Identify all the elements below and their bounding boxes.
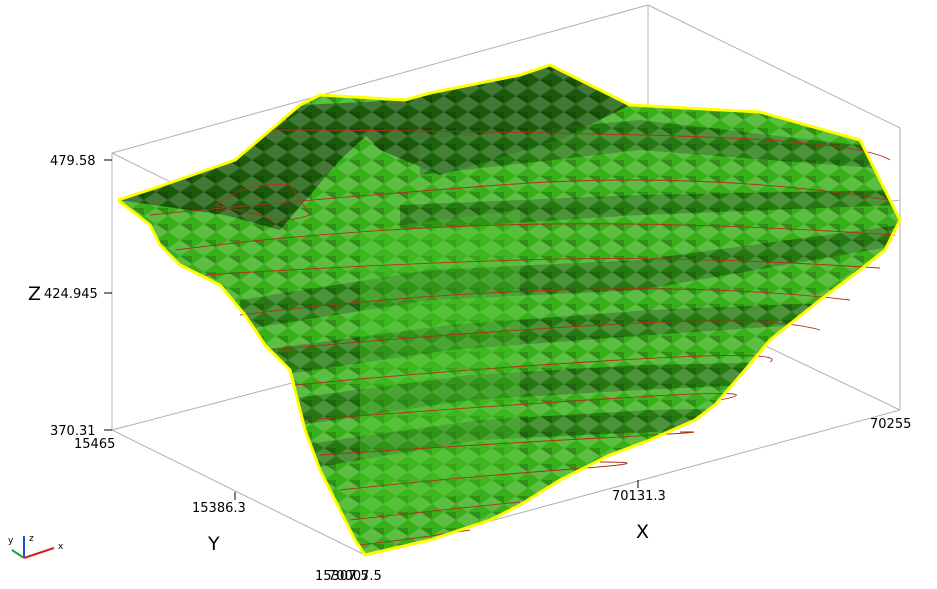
y-tick-mid: 15386.3 (192, 501, 246, 516)
terrain-surface[interactable] (100, 60, 920, 570)
x-axis-title: X (636, 521, 649, 543)
contour-line (269, 129, 891, 161)
triad-z-label: z (29, 534, 34, 544)
y-tick-min: 15307.5 (315, 569, 369, 584)
contour-line (204, 258, 881, 276)
bbox-edge (111, 429, 366, 556)
x-tick-mid: 70131.3 (612, 489, 666, 504)
contour-line (213, 183, 311, 221)
contour-line (174, 223, 896, 251)
y-axis-title: Y (207, 533, 220, 555)
contour-line (304, 393, 737, 421)
surface-outline (117, 63, 902, 221)
x-tick-max: 70255 (870, 417, 911, 432)
axis-labels: 479.58 424.945 370.31 Z 15465 15386.3 15… (28, 154, 911, 584)
bbox-edge (647, 4, 901, 129)
surface-shading (118, 65, 900, 555)
z-axis-title: Z (28, 283, 41, 305)
contour-line (319, 431, 695, 456)
contour-line (294, 355, 773, 386)
contour-line (349, 501, 521, 521)
triad-x-axis (23, 547, 55, 559)
x-tick-min: 70007.5 (328, 569, 382, 584)
triad-y-label: y (8, 536, 14, 546)
bbox-edge (111, 4, 649, 154)
z-tick-max: 479.58 (50, 154, 96, 169)
triad-y-axis (11, 549, 25, 559)
contour-line (239, 288, 851, 316)
contour-line (269, 320, 821, 351)
tick-marks (104, 159, 639, 500)
contour-lines (149, 129, 896, 546)
triad-x-label: x (58, 542, 64, 552)
contour-line (149, 179, 891, 216)
z-tick-mid: 424.945 (44, 287, 98, 302)
y-tick-max: 15465 (74, 437, 115, 452)
highlight (360, 210, 520, 520)
surface-outline (117, 198, 902, 557)
z-tick-min: 370.31 (50, 424, 96, 439)
orientation-triad: z x y (8, 534, 64, 559)
contour-line (339, 461, 628, 491)
